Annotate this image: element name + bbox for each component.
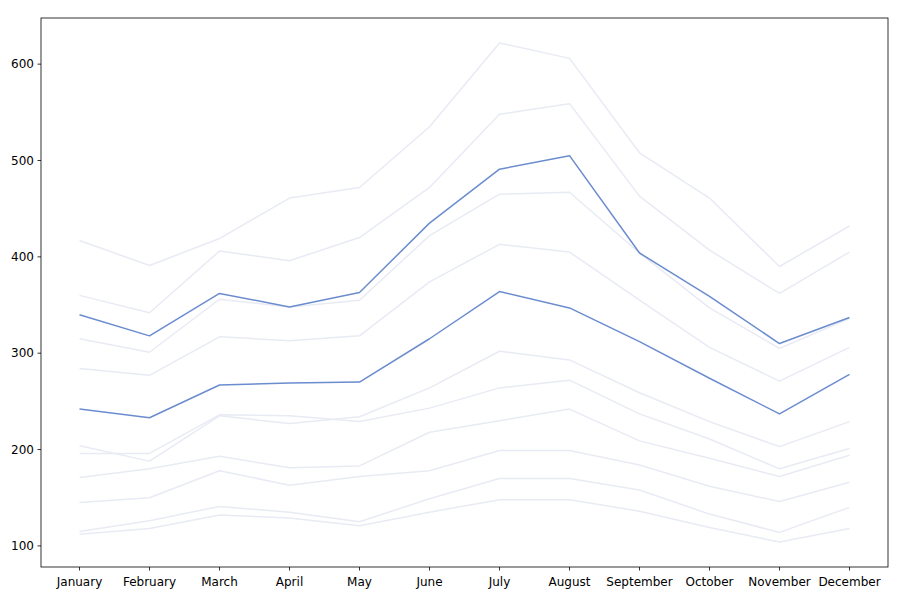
x-tick [709,567,710,571]
y-tick-label: 200 [11,443,34,457]
x-tick-label: January [56,575,103,589]
x-tick [219,567,220,571]
x-tick-label: December [818,575,880,589]
series-line [80,409,850,477]
x-tick-label: September [606,575,672,589]
x-tick-label: August [549,575,591,589]
x-tick-label: April [276,575,303,589]
series-line [80,43,850,267]
x-tick [289,567,290,571]
y-tick-label: 300 [11,346,34,360]
x-tick [639,567,640,571]
series-line [80,451,850,503]
series-line [80,351,850,461]
x-tick [359,567,360,571]
y-tick [38,64,42,65]
x-tick [149,567,150,571]
y-tick [38,160,42,161]
series-line [80,478,850,532]
x-tick [79,567,80,571]
y-tick [38,353,42,354]
x-tick-label: October [685,575,733,589]
y-tick [38,545,42,546]
x-tick [569,567,570,571]
x-tick-label: May [347,575,372,589]
y-tick [38,256,42,257]
x-tick [779,567,780,571]
y-tick-label: 500 [11,154,34,168]
series-line [80,380,850,469]
series-line [80,104,850,313]
y-tick [38,449,42,450]
lines [80,43,850,542]
series-line [80,156,850,344]
x-tick [429,567,430,571]
y-tick-label: 600 [11,57,34,71]
x-tick [849,567,850,571]
x-tick-label: March [201,575,238,589]
chart: 100 200 300 400 500 600 January February March Ap… [0,0,900,607]
x-tick-label: July [488,575,511,589]
x-tick [499,567,500,571]
y-tick-label: 100 [11,539,34,553]
x-tick-label: February [123,575,176,589]
x-tick-label: November [748,575,810,589]
y-tick-label: 400 [11,250,34,264]
plot-frame [41,18,888,567]
x-tick-label: June [415,575,442,589]
series-line [80,292,850,418]
